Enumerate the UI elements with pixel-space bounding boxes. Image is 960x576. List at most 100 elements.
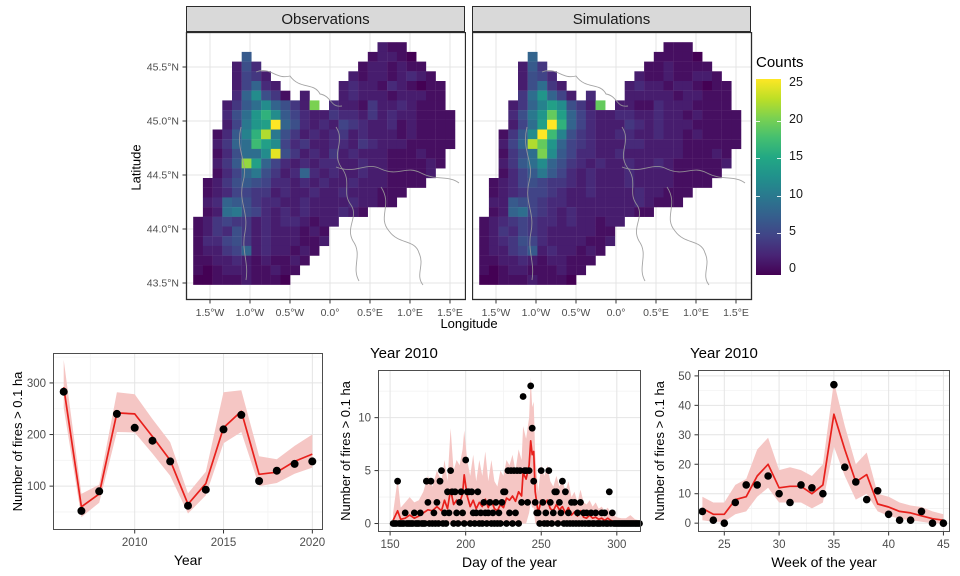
panel-border — [378, 370, 641, 532]
y-tick-label: 0 — [685, 518, 691, 530]
legend-tick-label: 10 — [789, 186, 803, 201]
map-x-tick-label: 0.0° — [607, 307, 626, 319]
map-x-tick-label: 1.0°W — [236, 307, 265, 319]
map-x-tick-label: 0.5°E — [643, 307, 669, 319]
weekly-fires-chart-svg: 25 30 35 40 45 0 10 20 30 40 50 Week of the year Num… — [652, 345, 950, 570]
x-tick-label: 2010 — [122, 537, 148, 549]
legend-tick-label: 25 — [789, 75, 803, 89]
y-axis-title: Number of fires > 0.1 ha — [10, 371, 25, 512]
observations-strip: Observations — [186, 6, 465, 32]
map-y-axis: 45.5°N 45.0°N 44.5°N 44.0°N 43.5°N — [147, 62, 186, 290]
map-x-tick-label: 0.5°W — [562, 307, 591, 319]
map-x-tick-label: 1.5°E — [723, 307, 749, 319]
panel-border — [53, 353, 323, 530]
legend-tick-mark — [756, 158, 760, 160]
x-axis-title: Week of the year — [771, 554, 877, 570]
axes: 25 30 35 40 45 0 10 20 30 40 50 — [678, 371, 950, 551]
observation-points — [59, 387, 317, 515]
simulations-strip: Simulations — [472, 6, 751, 32]
simulations-map-svg: 1.5°W 1.0°W 0.5°W 0.0° 0.5°E 1.0°E 1.5°E — [472, 32, 753, 319]
observations-strip-label: Observations — [281, 10, 370, 28]
map-panel: 1.5°W 1.0°W 0.5°W 0.0° 0.5°E 1.0°E 1.5°E — [472, 32, 753, 319]
legend-tick-mark — [777, 121, 781, 123]
legend-tick-mark — [777, 195, 781, 197]
map-panel: 1.5°W 1.0°W 0.5°W 0.0° 0.5°E 1.0°E 1.5°E — [185, 32, 466, 319]
y-tick-label: 0 — [365, 519, 371, 531]
axes: 150 200 250 300 0 5 10 — [358, 413, 626, 551]
map-y-tick-label: 43.5°N — [147, 278, 179, 290]
uncertainty-band — [63, 359, 313, 518]
y-tick-label: 10 — [678, 489, 691, 501]
x-tick-label: 35 — [827, 539, 840, 551]
x-axis-title: Day of the year — [462, 554, 557, 570]
longitude-axis-title: Longitude — [440, 316, 498, 331]
department-boundaries — [239, 70, 460, 286]
map-x-tick-label: 0.5°W — [276, 307, 305, 319]
legend-title: Counts — [756, 54, 804, 71]
observations-map-svg: 1.5°W 1.0°W 0.5°W 0.0° 0.5°E 1.0°E 1.5°E 45.5°N… — [147, 32, 466, 319]
map-x-tick-label: 1.0°E — [683, 307, 709, 319]
y-tick-label: 20 — [678, 459, 691, 471]
daily-fires-chart-svg: 150 200 250 300 0 5 10 Day of the year Number of… — [338, 345, 643, 570]
x-tick-label: 25 — [718, 539, 731, 551]
y-tick-label: 300 — [27, 378, 46, 390]
map-y-tick-label: 44.0°N — [147, 224, 179, 236]
y-tick-label: 100 — [27, 481, 46, 493]
map-x-tick-label: 1.5°W — [196, 307, 225, 319]
x-tick-label: 2015 — [211, 537, 237, 549]
map-x-tick-label: 0.5°E — [357, 307, 383, 319]
simulations-strip-label: Simulations — [572, 10, 651, 28]
uncertainty-band — [702, 381, 944, 524]
x-tick-label: 150 — [380, 539, 399, 551]
legend-tick-label: 0 — [789, 261, 796, 275]
department-boundaries — [525, 70, 746, 286]
x-tick-label: 2020 — [300, 537, 326, 549]
x-axis-title: Year — [174, 552, 203, 568]
observation-points — [389, 382, 643, 527]
legend-tick-label: 20 — [789, 112, 803, 127]
y-tick-label: 5 — [365, 466, 371, 478]
y-axis-title: Number of fires > 0.1 ha — [652, 380, 667, 521]
major-gridlines — [53, 353, 323, 530]
counts-legend: Counts 25 20 15 10 5 0 — [756, 54, 826, 275]
latitude-axis-title: Latitude — [128, 144, 144, 191]
simulated-mean-line — [392, 440, 640, 524]
map-y-tick-label: 44.5°N — [147, 170, 179, 182]
y-tick-label: 200 — [27, 430, 46, 442]
map-y-tick-label: 45.0°N — [147, 116, 179, 128]
legend-tick-mark — [777, 232, 781, 234]
x-tick-label: 250 — [532, 539, 551, 551]
legend-tick-label: 15 — [789, 149, 803, 164]
map-x-tick-label: 1.0°E — [397, 307, 423, 319]
map-panel-border — [472, 32, 753, 301]
yearly-fires-chart-svg: 2010 2015 2020 100 200 300 Year Number of fires… — [10, 353, 325, 568]
map-panel-border — [185, 32, 466, 301]
legend-tick-mark — [756, 195, 760, 197]
simulated-mean-line — [701, 413, 944, 522]
x-tick-label: 200 — [456, 539, 475, 551]
map-x-tick-label: 1.5°E — [437, 307, 463, 319]
map-x-axis: 1.5°W 1.0°W 0.5°W 0.0° 0.5°E 1.0°E 1.5°E — [196, 300, 463, 319]
axes: 2010 2015 2020 100 200 300 — [27, 378, 325, 549]
chart-title: Year 2010 — [690, 345, 758, 362]
legend-tick-mark — [777, 158, 781, 160]
legend-tick-mark — [756, 232, 760, 234]
y-tick-label: 30 — [678, 430, 691, 442]
y-tick-label: 10 — [358, 413, 371, 425]
x-tick-label: 30 — [773, 539, 786, 551]
map-x-tick-label: 1.0°W — [522, 307, 551, 319]
y-tick-label: 50 — [678, 371, 691, 383]
legend-tick-mark — [756, 121, 760, 123]
x-tick-label: 40 — [882, 539, 895, 551]
map-x-tick-label: 0.0° — [321, 307, 340, 319]
x-tick-label: 45 — [937, 539, 950, 551]
map-y-tick-label: 45.5°N — [147, 62, 179, 74]
y-tick-label: 40 — [678, 400, 691, 412]
uncertainty-band — [393, 377, 640, 524]
x-tick-label: 300 — [607, 539, 626, 551]
y-axis-title: Number of fires > 0.1 ha — [338, 380, 353, 521]
observation-points — [698, 380, 948, 527]
chart-title: Year 2010 — [370, 345, 438, 362]
map-x-axis: 1.5°W 1.0°W 0.5°W 0.0° 0.5°E 1.0°E 1.5°E — [482, 300, 749, 319]
